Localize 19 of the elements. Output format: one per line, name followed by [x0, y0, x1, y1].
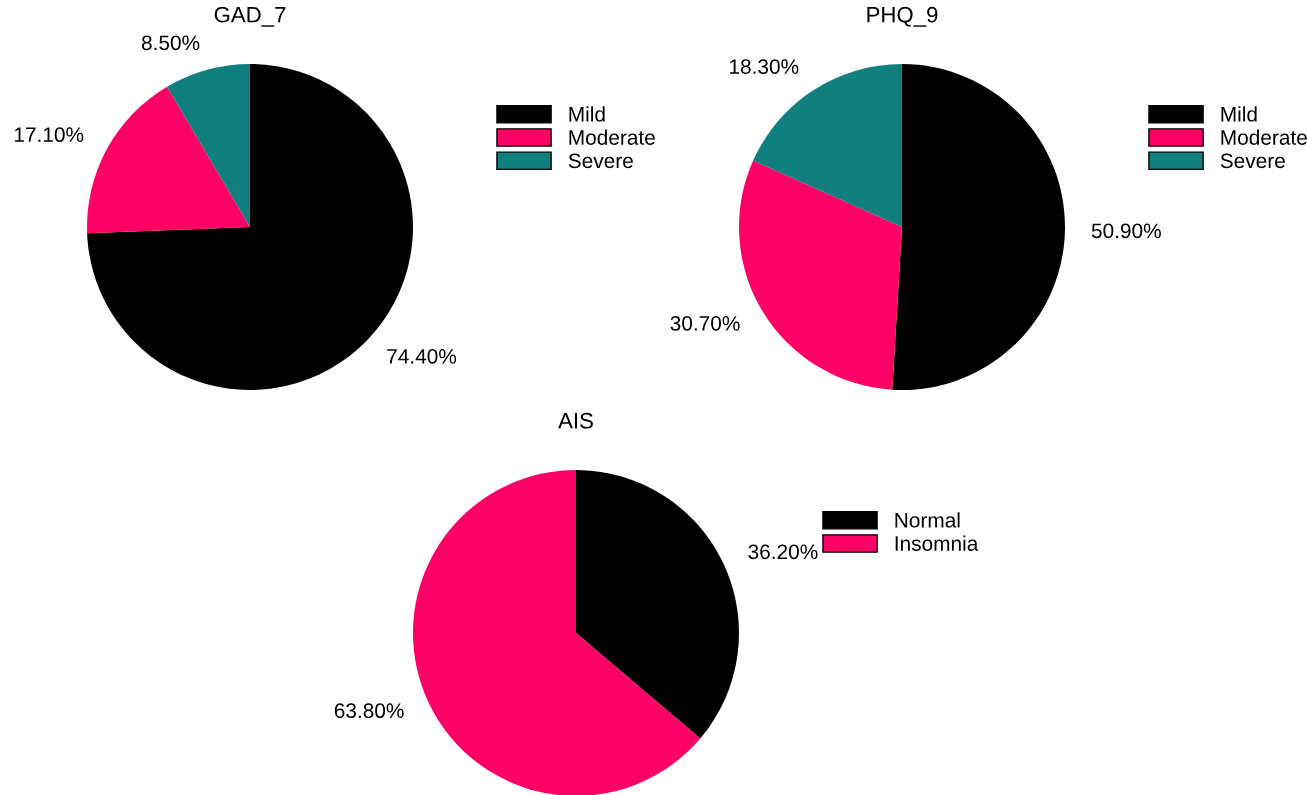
legend-label: Mild [569, 106, 605, 122]
data-label: 8.50% [141, 35, 200, 51]
data-label: 18.30% [730, 59, 799, 74]
data-label: 63.80% [334, 703, 404, 719]
legend-label: Moderate [1221, 129, 1307, 145]
legend-label: Severe [568, 153, 633, 169]
legend-label: Mild [1221, 106, 1257, 122]
legend-label: Insomnia [895, 535, 979, 551]
data-label: 74.40% [387, 349, 457, 364]
legend-label: Severe [1220, 153, 1285, 169]
data-label: 17.10% [14, 127, 84, 143]
data-label: 50.90% [1091, 223, 1161, 239]
data-label: 36.20% [748, 544, 818, 560]
legend-label: Normal [895, 512, 960, 528]
data-label: 30.70% [670, 315, 740, 331]
chart-title: AIS [558, 412, 593, 429]
chart-title: PHQ_9 [867, 6, 938, 27]
legend-label: Moderate [569, 129, 655, 145]
chart-title: GAD_7 [214, 6, 286, 27]
